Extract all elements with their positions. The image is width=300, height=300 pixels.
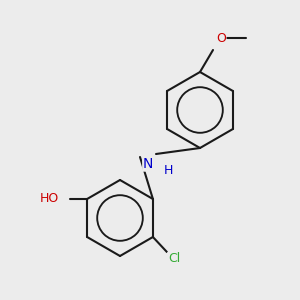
Text: HO: HO [40, 193, 59, 206]
Text: H: H [163, 164, 173, 176]
Text: Cl: Cl [168, 253, 180, 266]
Text: N: N [143, 157, 153, 171]
Text: O: O [216, 32, 226, 44]
